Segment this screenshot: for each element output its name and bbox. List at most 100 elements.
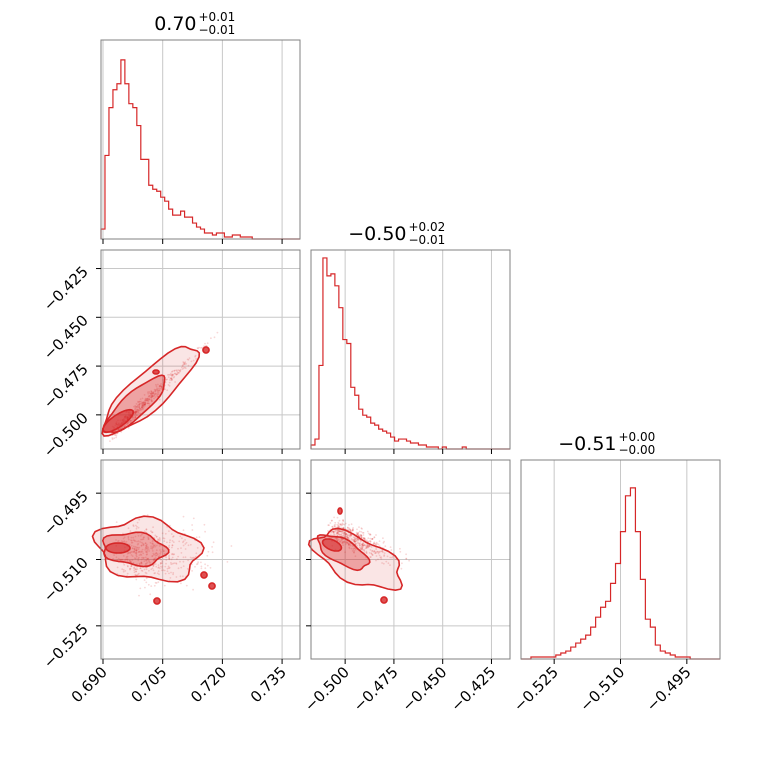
sample-point — [362, 545, 364, 547]
x-tick-label: −0.475 — [350, 663, 402, 715]
sample-point — [331, 525, 334, 528]
sample-point — [335, 537, 338, 540]
sample-point — [163, 388, 166, 391]
sample-point — [333, 531, 335, 533]
sample-point — [137, 526, 140, 529]
sample-point — [145, 577, 148, 580]
sample-point — [141, 406, 143, 409]
sample-point — [191, 557, 193, 559]
sample-point — [144, 401, 147, 404]
sample-point — [150, 397, 153, 399]
sample-point — [372, 542, 375, 545]
sample-point — [184, 548, 187, 550]
y-tick-label: −0.475 — [40, 360, 92, 412]
sample-point — [381, 550, 383, 553]
sample-point — [158, 567, 161, 570]
sample-point — [144, 542, 147, 545]
sample-point — [375, 541, 378, 544]
sample-point — [369, 540, 371, 542]
sample-point — [139, 409, 142, 412]
sample-point — [172, 572, 175, 574]
marginal-panel-1 — [310, 249, 511, 450]
sample-point — [366, 544, 369, 546]
sample-point — [371, 550, 374, 552]
pair-panel-0 — [100, 249, 301, 450]
sample-point — [156, 394, 158, 397]
sample-point — [132, 562, 135, 564]
sample-point — [352, 528, 354, 531]
sample-point — [338, 534, 341, 536]
sample-point — [118, 558, 121, 561]
sample-point — [168, 558, 171, 561]
sample-point — [138, 563, 141, 566]
sample-point — [341, 522, 344, 525]
sample-point — [390, 549, 393, 551]
sample-point — [135, 554, 138, 557]
sample-point — [166, 378, 169, 381]
marginal-title-0: 0.70 +0.01−0.01 — [154, 10, 235, 37]
sample-point — [169, 374, 172, 376]
contour-island — [152, 369, 160, 375]
sample-point — [200, 565, 203, 568]
sample-point — [337, 523, 340, 525]
sample-point — [363, 538, 366, 541]
sample-point — [375, 543, 378, 546]
sample-point — [342, 544, 344, 546]
sample-point — [131, 559, 134, 561]
sample-point — [123, 540, 126, 543]
sample-point — [144, 398, 147, 401]
sample-point — [138, 551, 141, 553]
sample-point — [389, 546, 392, 548]
sample-point — [151, 400, 153, 403]
sample-point — [155, 535, 158, 538]
sample-point — [159, 384, 162, 387]
sample-point — [343, 523, 346, 526]
sample-point — [150, 395, 153, 398]
sample-point — [204, 567, 207, 570]
sample-point — [183, 363, 186, 366]
sample-point — [337, 524, 340, 527]
sample-point — [362, 532, 365, 534]
sample-point — [353, 540, 356, 543]
sample-point — [207, 550, 210, 553]
sample-point — [170, 533, 173, 535]
sample-point — [151, 392, 153, 395]
sample-point — [178, 369, 181, 372]
sample-point — [337, 531, 340, 534]
sample-point — [154, 534, 157, 537]
sample-point — [348, 546, 351, 549]
sample-point — [169, 379, 171, 381]
sample-point — [368, 533, 371, 536]
sample-point — [348, 538, 351, 541]
sample-point — [175, 576, 178, 578]
sample-point — [131, 541, 134, 544]
sample-point — [352, 527, 354, 529]
sample-point — [332, 532, 335, 534]
sample-point — [350, 538, 353, 540]
sample-point — [135, 412, 138, 415]
sample-point — [144, 403, 147, 406]
sample-point — [348, 527, 351, 530]
sample-point — [152, 392, 155, 395]
sample-point — [145, 553, 148, 556]
sample-point — [332, 531, 335, 533]
sample-point — [121, 426, 124, 429]
sample-point — [141, 404, 144, 407]
sample-point — [141, 397, 144, 400]
sample-point — [353, 551, 355, 554]
title-median: −0.50 — [348, 223, 406, 245]
x-tick-label: 0.735 — [247, 663, 290, 706]
sample-point — [134, 557, 137, 560]
sample-point — [361, 544, 364, 547]
sample-point — [340, 526, 342, 529]
sample-point — [372, 550, 375, 553]
sample-point — [140, 544, 143, 547]
sample-point — [356, 528, 358, 531]
sample-point — [177, 555, 180, 558]
sample-point — [150, 392, 153, 395]
sample-point — [341, 530, 344, 532]
sample-point — [134, 411, 136, 414]
sample-point — [365, 551, 368, 554]
sample-point — [367, 545, 370, 548]
sample-point — [144, 400, 147, 402]
